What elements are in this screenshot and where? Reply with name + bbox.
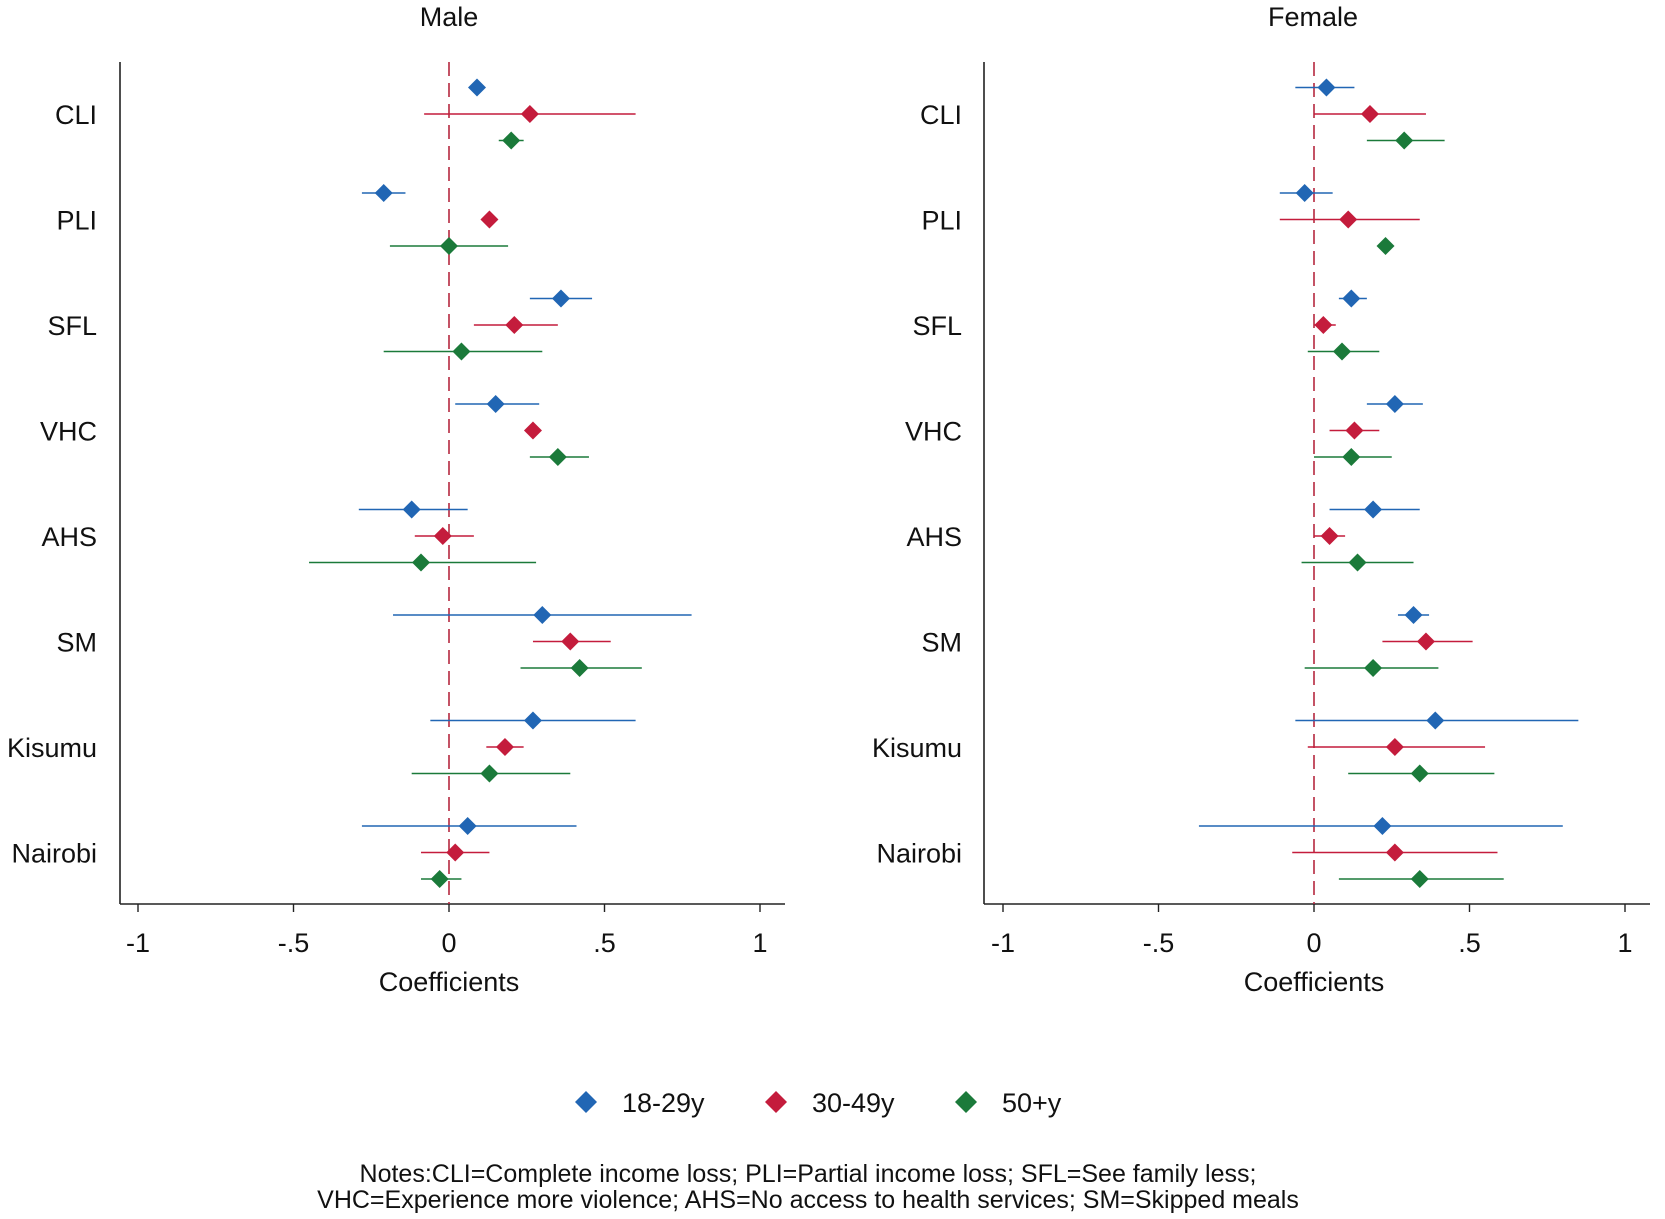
- note-line-2: VHC=Experience more violence; AHS=No acc…: [317, 1186, 1299, 1214]
- point-50-y-sm: [1364, 659, 1383, 677]
- legend-marker-18-29y: [575, 1091, 597, 1113]
- point-18-29y-ahs: [402, 500, 421, 519]
- legend-label-30-49y: 30-49y: [812, 1088, 895, 1118]
- category-label-sm: SM: [57, 628, 98, 658]
- x-axis-label: Coefficients: [379, 967, 520, 997]
- x-axis-label: Coefficients: [1244, 967, 1385, 997]
- x-tick-label: -.5: [1143, 928, 1175, 958]
- category-label-nairobi: Nairobi: [11, 839, 97, 869]
- x-tick-label: -.5: [278, 928, 310, 958]
- point-18-29y-sm: [533, 606, 552, 624]
- category-label-sfl: SFL: [47, 311, 97, 341]
- point-18-29y-cli: [467, 78, 486, 97]
- point-50-y-pli: [1376, 237, 1395, 255]
- point-18-29y-vhc: [1385, 395, 1404, 413]
- point-18-29y-kisumu: [1426, 711, 1445, 730]
- legend-label-18-29y: 18-29y: [622, 1088, 705, 1118]
- point-18-29y-sm: [1404, 606, 1423, 624]
- point-18-29y-pli: [1295, 184, 1314, 202]
- category-label-vhc: VHC: [40, 417, 97, 447]
- point-50-y-vhc: [548, 448, 567, 466]
- chart-panels: Male -1 -.5 0 .5 1 Coefficients CLI PLI SFL VHC AHS…: [7, 2, 1650, 997]
- point-50-y-cli: [502, 131, 521, 150]
- category-label-vhc: VHC: [905, 417, 962, 447]
- point-18-29y-pli: [374, 184, 393, 202]
- x-tick-label: 1: [1617, 928, 1632, 958]
- x-tick-label: -1: [991, 928, 1015, 958]
- note-line-1: Notes:CLI=Complete income loss; PLI=Part…: [360, 1160, 1257, 1188]
- category-label-kisumu: Kisumu: [7, 733, 97, 763]
- point-50-y-sfl: [1332, 342, 1351, 361]
- panel-male: Male -1 -.5 0 .5 1 Coefficients CLI PLI SFL VHC AHS…: [7, 2, 785, 997]
- point-50-y-sfl: [452, 342, 471, 361]
- point-50-y-cli: [1395, 131, 1414, 150]
- point-50-y-ahs: [412, 553, 431, 572]
- category-label-sm: SM: [922, 628, 963, 658]
- point-50-y-kisumu: [1410, 764, 1429, 783]
- legend-item-30-49y: 30-49y: [765, 1088, 895, 1118]
- x-tick-label: 0: [1306, 928, 1321, 958]
- point-30-49y-vhc: [1345, 421, 1364, 440]
- point-30-49y-sfl: [1314, 316, 1333, 334]
- point-30-49y-vhc: [523, 421, 542, 440]
- x-tick-label: .5: [593, 928, 616, 958]
- legend-label-50-y: 50+y: [1002, 1088, 1062, 1118]
- legend-marker-50-y: [955, 1091, 977, 1113]
- x-tick-label: 0: [441, 928, 456, 958]
- point-50-y-pli: [440, 237, 458, 255]
- point-30-49y-pli: [480, 210, 499, 229]
- point-18-29y-nairobi: [458, 817, 477, 835]
- point-30-49y-nairobi: [446, 843, 465, 862]
- x-tick-label: -1: [126, 928, 150, 958]
- legend-item-18-29y: 18-29y: [575, 1088, 705, 1118]
- point-50-y-ahs: [1348, 553, 1367, 572]
- panel-title-female: Female: [1268, 2, 1358, 32]
- category-label-pli: PLI: [56, 206, 97, 236]
- category-label-pli: PLI: [921, 206, 962, 236]
- panel-female: Female -1 -.5 0 .5 1 Coefficients CLI PLI SFL VHC A…: [872, 2, 1650, 997]
- chart-legend: 18-29y 30-49y 50+y: [575, 1088, 1062, 1118]
- point-30-49y-ahs: [433, 527, 452, 545]
- point-18-29y-nairobi: [1373, 817, 1392, 835]
- chart-notes: Notes:CLI=Complete income loss; PLI=Part…: [317, 1160, 1299, 1214]
- legend-marker-30-49y: [765, 1091, 787, 1113]
- legend-item-50-y: 50+y: [955, 1088, 1062, 1118]
- point-18-29y-cli: [1317, 78, 1336, 97]
- category-label-ahs: AHS: [41, 522, 97, 552]
- point-30-49y-cli: [1360, 105, 1379, 123]
- point-50-y-sm: [570, 659, 589, 677]
- point-30-49y-nairobi: [1385, 843, 1404, 862]
- point-50-y-kisumu: [480, 764, 499, 783]
- panel-title-male: Male: [420, 2, 479, 32]
- category-label-ahs: AHS: [906, 522, 962, 552]
- point-18-29y-ahs: [1364, 500, 1383, 519]
- point-50-y-vhc: [1342, 448, 1361, 466]
- category-label-cli: CLI: [55, 100, 97, 130]
- point-18-29y-kisumu: [523, 711, 542, 730]
- point-30-49y-sfl: [505, 316, 524, 334]
- point-30-49y-cli: [520, 105, 539, 123]
- category-label-sfl: SFL: [912, 311, 962, 341]
- point-50-y-nairobi: [430, 870, 449, 888]
- point-50-y-nairobi: [1410, 870, 1429, 888]
- category-label-nairobi: Nairobi: [876, 839, 962, 869]
- point-30-49y-kisumu: [495, 738, 514, 756]
- point-18-29y-vhc: [486, 395, 505, 413]
- x-tick-label: .5: [1458, 928, 1481, 958]
- point-30-49y-kisumu: [1385, 738, 1404, 756]
- point-18-29y-sfl: [551, 289, 570, 308]
- point-30-49y-sm: [1416, 632, 1435, 651]
- point-30-49y-pli: [1339, 210, 1358, 229]
- point-18-29y-sfl: [1342, 289, 1361, 308]
- x-tick-label: 1: [752, 928, 767, 958]
- category-label-kisumu: Kisumu: [872, 733, 962, 763]
- point-30-49y-sm: [561, 632, 580, 651]
- point-30-49y-ahs: [1320, 527, 1339, 545]
- category-label-cli: CLI: [920, 100, 962, 130]
